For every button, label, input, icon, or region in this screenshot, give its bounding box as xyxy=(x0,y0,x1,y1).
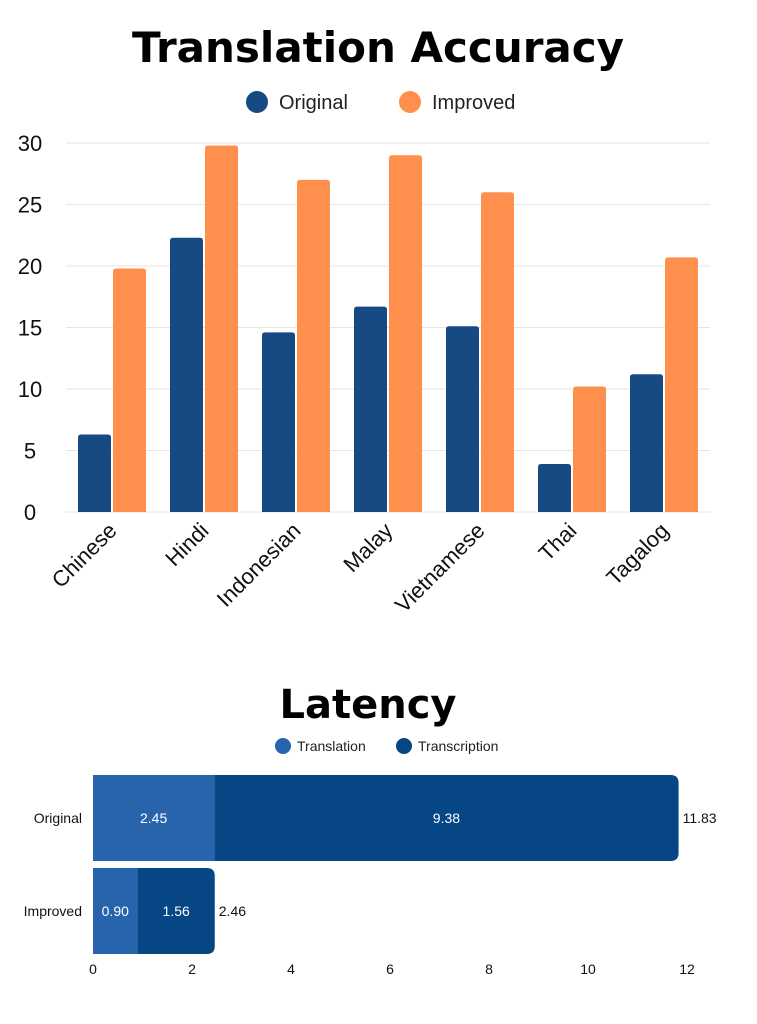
bar-transcription-improved xyxy=(137,868,215,954)
accuracy-x-tick-label: Thai xyxy=(534,518,582,566)
legend-label-original: Original xyxy=(279,92,348,114)
latency-title: Latency xyxy=(280,682,457,728)
latency-y-tick-label: Improved xyxy=(24,903,82,919)
bar-original-thai xyxy=(538,464,571,512)
latency-total-label: 2.46 xyxy=(219,903,246,919)
latency-x-tick-label: 10 xyxy=(580,961,596,977)
accuracy-x-tick-label: Tagalog xyxy=(601,518,673,590)
accuracy-y-ticks: 0 5 10 15 20 25 30 xyxy=(18,131,42,525)
latency-data-label: 0.90 xyxy=(102,903,129,919)
latency-data-label: 2.45 xyxy=(140,810,167,826)
accuracy-title: Translation Accuracy xyxy=(132,23,624,72)
bar-translation-original xyxy=(93,775,215,861)
bar-original-vietnamese xyxy=(446,326,479,512)
bar-transcription-original xyxy=(214,775,679,861)
legend-label-transcription: Transcription xyxy=(418,738,498,754)
accuracy-legend: Original Improved xyxy=(246,91,515,114)
latency-x-tick-label: 0 xyxy=(89,961,97,977)
legend-marker-improved xyxy=(399,91,421,113)
latency-x-ticks: 0 2 4 6 8 10 12 xyxy=(89,961,695,977)
accuracy-x-tick-label: Malay xyxy=(338,518,397,577)
bar-improved-tagalog xyxy=(665,257,698,512)
bar-improved-thai xyxy=(573,386,606,512)
bar-improved-indonesian xyxy=(297,179,330,512)
latency-data-label: 1.56 xyxy=(163,903,190,919)
legend-label-improved: Improved xyxy=(432,92,515,114)
legend-label-translation: Translation xyxy=(297,738,366,754)
latency-x-tick-label: 12 xyxy=(679,961,695,977)
latency-data-label: 9.38 xyxy=(433,810,460,826)
latency-x-tick-label: 6 xyxy=(386,961,394,977)
latency-bars: 2.45 9.38 11.83 0.90 1.56 2.46 xyxy=(93,775,717,954)
legend-marker-transcription xyxy=(396,738,412,754)
latency-legend: Translation Transcription xyxy=(275,738,498,754)
accuracy-y-tick-label: 15 xyxy=(18,316,42,341)
accuracy-gridlines xyxy=(66,142,710,513)
accuracy-x-tick-label: Hindi xyxy=(160,518,213,571)
accuracy-x-tick-label: Vietnamese xyxy=(390,518,490,618)
accuracy-x-tick-label: Chinese xyxy=(47,518,122,593)
accuracy-y-tick-label: 10 xyxy=(18,377,42,402)
legend-marker-translation xyxy=(275,738,291,754)
latency-y-tick-label: Original xyxy=(34,810,82,826)
bar-improved-chinese xyxy=(113,268,146,512)
bar-original-chinese xyxy=(78,434,111,512)
bar-improved-hindi xyxy=(205,145,238,512)
accuracy-bars xyxy=(78,145,698,513)
bar-original-tagalog xyxy=(630,374,663,512)
accuracy-x-tick-label: Indonesian xyxy=(212,518,306,612)
accuracy-y-tick-label: 0 xyxy=(24,500,36,525)
bar-original-malay xyxy=(354,306,387,512)
accuracy-y-tick-label: 25 xyxy=(18,193,42,218)
latency-x-tick-label: 4 xyxy=(287,961,295,977)
latency-x-tick-label: 8 xyxy=(485,961,493,977)
bar-original-hindi xyxy=(170,237,203,512)
accuracy-y-tick-label: 5 xyxy=(24,439,36,464)
latency-total-label: 11.83 xyxy=(683,810,717,826)
latency-x-tick-label: 2 xyxy=(188,961,196,977)
accuracy-y-tick-label: 20 xyxy=(18,254,42,279)
bar-improved-vietnamese xyxy=(481,192,514,512)
bar-translation-improved xyxy=(93,868,138,954)
latency-y-ticks: Original Improved xyxy=(24,810,82,919)
legend-marker-original xyxy=(246,91,268,113)
bar-improved-malay xyxy=(389,155,422,513)
accuracy-y-tick-label: 30 xyxy=(18,131,42,156)
bar-original-indonesian xyxy=(262,332,295,512)
